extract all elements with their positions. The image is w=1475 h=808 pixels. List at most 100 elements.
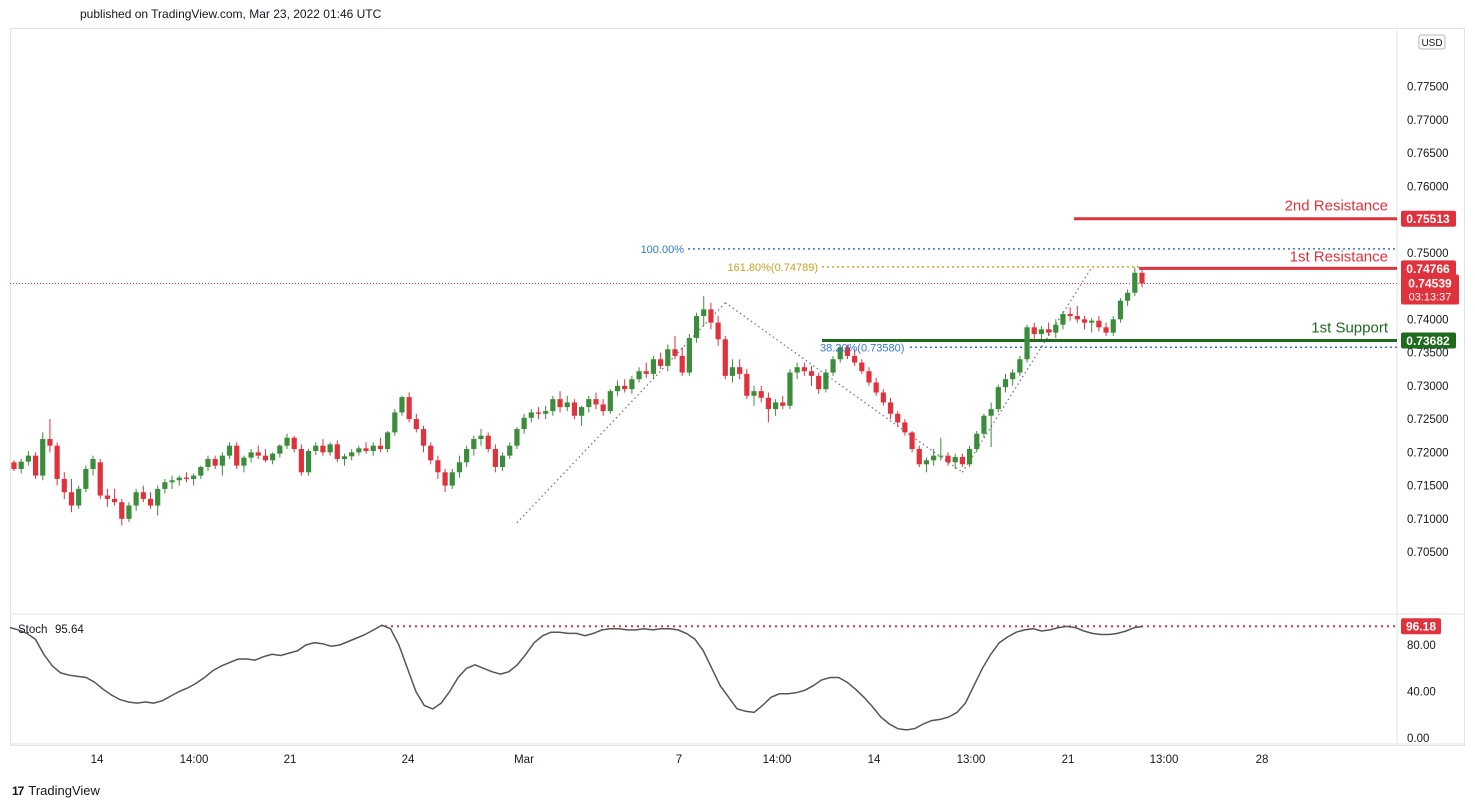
candle-body xyxy=(837,347,843,360)
price-axis: USD0.775000.770000.765000.760000.755000.… xyxy=(1401,34,1459,559)
candle-body xyxy=(349,452,355,457)
candle-body xyxy=(643,371,649,374)
candle-body xyxy=(614,385,621,392)
candle-body xyxy=(1024,327,1030,360)
candle-body xyxy=(571,402,578,416)
candle-body xyxy=(334,444,340,459)
candle-body xyxy=(90,458,96,469)
candle-body xyxy=(126,505,132,519)
stochastic-panel: Stoch 95.64 80.00 40.00 0.00 96.18 xyxy=(9,618,1441,745)
footer-brand[interactable]: 17 TradingView xyxy=(12,783,100,798)
candle-body xyxy=(521,417,527,430)
candle-body xyxy=(586,399,592,408)
candle-body xyxy=(198,466,204,476)
candle-body xyxy=(844,347,851,356)
candle-body xyxy=(916,449,922,465)
candle-body xyxy=(787,372,793,406)
candle-body xyxy=(578,407,585,416)
candle-body xyxy=(622,385,628,390)
candle-body xyxy=(658,359,664,366)
candle-body xyxy=(1045,329,1052,333)
y-tick-label: 0.75000 xyxy=(1407,248,1449,260)
candle-body xyxy=(852,355,858,363)
candle-body xyxy=(1053,324,1059,333)
candle-body xyxy=(600,404,606,412)
publish-info: published on TradingView.com, Mar 23, 20… xyxy=(80,7,382,21)
candle-body xyxy=(966,449,973,465)
candle-body xyxy=(629,379,635,390)
price-tag xyxy=(1401,332,1456,349)
candle-body xyxy=(1103,327,1109,333)
y-tick-label: 0.73000 xyxy=(1407,381,1449,393)
candle-body xyxy=(744,373,750,396)
candle-body xyxy=(54,445,60,479)
candle-body xyxy=(693,316,700,338)
candle-body xyxy=(191,475,197,479)
candle-body xyxy=(341,456,348,459)
candle-body xyxy=(945,455,951,463)
candle-body xyxy=(226,445,233,456)
candle-body xyxy=(902,422,908,433)
candle-body xyxy=(133,492,139,506)
x-tick-label: 14 xyxy=(868,754,881,766)
candle-body xyxy=(464,449,470,463)
candle-body xyxy=(162,482,168,489)
candle-body xyxy=(535,412,542,414)
candle-body xyxy=(1096,320,1102,328)
candle-body xyxy=(298,449,304,473)
candle-body xyxy=(11,462,17,469)
y-tick-label: 0.70500 xyxy=(1407,547,1449,559)
price-tag xyxy=(1401,210,1456,227)
grid xyxy=(10,30,1465,744)
candle-body xyxy=(262,455,269,461)
price-tag-label: 0.74766 xyxy=(1406,262,1450,276)
y-tick-label: 0.74000 xyxy=(1407,314,1449,326)
candle-body xyxy=(952,456,958,463)
candle-body xyxy=(140,492,146,499)
candle-body xyxy=(895,413,901,423)
resistance-label: 1st Resistance xyxy=(1290,248,1388,265)
fib-label: 100.00% xyxy=(641,244,685,256)
candle-body xyxy=(1002,379,1009,388)
candle-body xyxy=(1110,319,1116,333)
candle-body xyxy=(32,455,39,476)
candle-body xyxy=(686,337,692,373)
last-price-value: 0.74539 xyxy=(1408,276,1452,290)
candle-body xyxy=(1139,272,1145,284)
candle-body xyxy=(25,455,31,462)
stoch-value: 95.64 xyxy=(55,624,84,636)
candle-body xyxy=(370,445,376,451)
candle-body xyxy=(679,355,685,373)
candle-body xyxy=(751,391,757,396)
candle-body xyxy=(456,462,463,473)
x-tick-label: 21 xyxy=(284,754,297,766)
candle-body xyxy=(305,451,312,473)
candle-body xyxy=(672,349,678,356)
candle-body xyxy=(485,435,491,450)
candle-body xyxy=(492,449,498,467)
candle-body xyxy=(385,432,391,450)
candle-body xyxy=(97,462,103,496)
candle-body xyxy=(406,397,412,420)
candle-body xyxy=(866,371,872,383)
candle-body xyxy=(104,495,111,499)
candle-body xyxy=(780,402,786,406)
footer-brand-label: TradingView xyxy=(28,783,100,798)
candle-body xyxy=(981,415,987,434)
candle-body xyxy=(1010,372,1016,380)
x-tick-label: 7 xyxy=(676,754,682,766)
candle-body xyxy=(931,455,937,461)
candle-body xyxy=(435,460,441,473)
candle-body xyxy=(169,480,175,483)
candle-body xyxy=(119,502,125,519)
candle-body xyxy=(471,439,477,450)
candle-body xyxy=(68,492,75,506)
candle-body xyxy=(18,461,24,469)
candle-body xyxy=(607,391,613,412)
x-tick-label: 24 xyxy=(402,754,415,766)
candle-body xyxy=(76,488,82,506)
price-tag-label: 0.75513 xyxy=(1406,212,1450,226)
candle-body xyxy=(816,375,822,390)
level-lines xyxy=(10,217,1397,524)
